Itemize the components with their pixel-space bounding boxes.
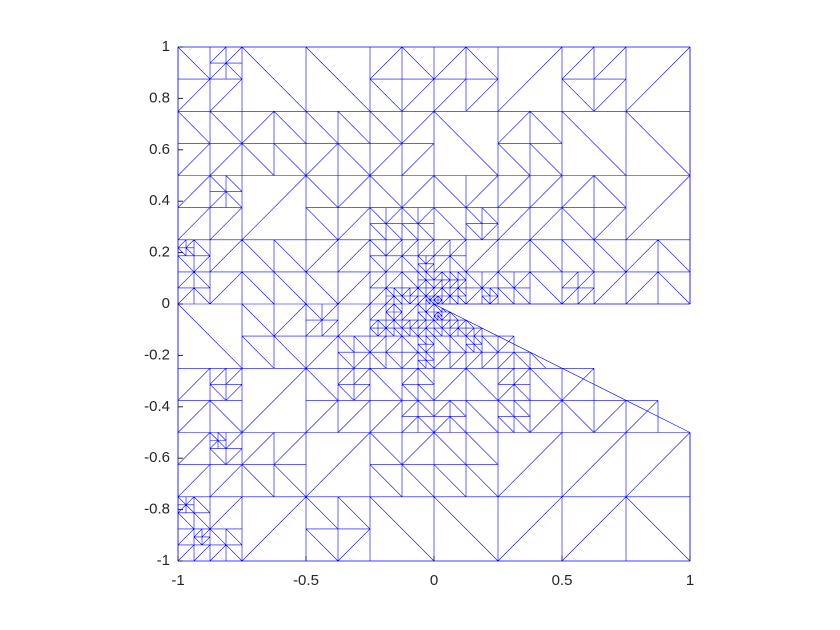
y-tick-label: -0.8 [144, 501, 170, 518]
y-tick-label: -1 [157, 552, 170, 569]
y-tick-label: 0.6 [149, 141, 170, 158]
y-tick-label: -0.2 [144, 346, 170, 363]
y-tick-label: 0.8 [149, 89, 170, 106]
y-tick-label: 0 [162, 295, 170, 312]
x-tick-label: 0.5 [552, 572, 573, 589]
y-tick-label: -0.4 [144, 398, 170, 415]
y-tick-label: -0.6 [144, 449, 170, 466]
domain-boundary [177, 46, 691, 562]
mesh [177, 46, 691, 562]
x-tick-label: 1 [686, 572, 694, 589]
x-tick-label: -0.5 [293, 572, 319, 589]
x-tick-label: -1 [171, 572, 184, 589]
y-tick-label: 0.4 [149, 192, 170, 209]
x-tick-label: 0 [430, 572, 438, 589]
y-tick-label: 0.2 [149, 244, 170, 261]
y-tick-label: 1 [162, 38, 170, 55]
